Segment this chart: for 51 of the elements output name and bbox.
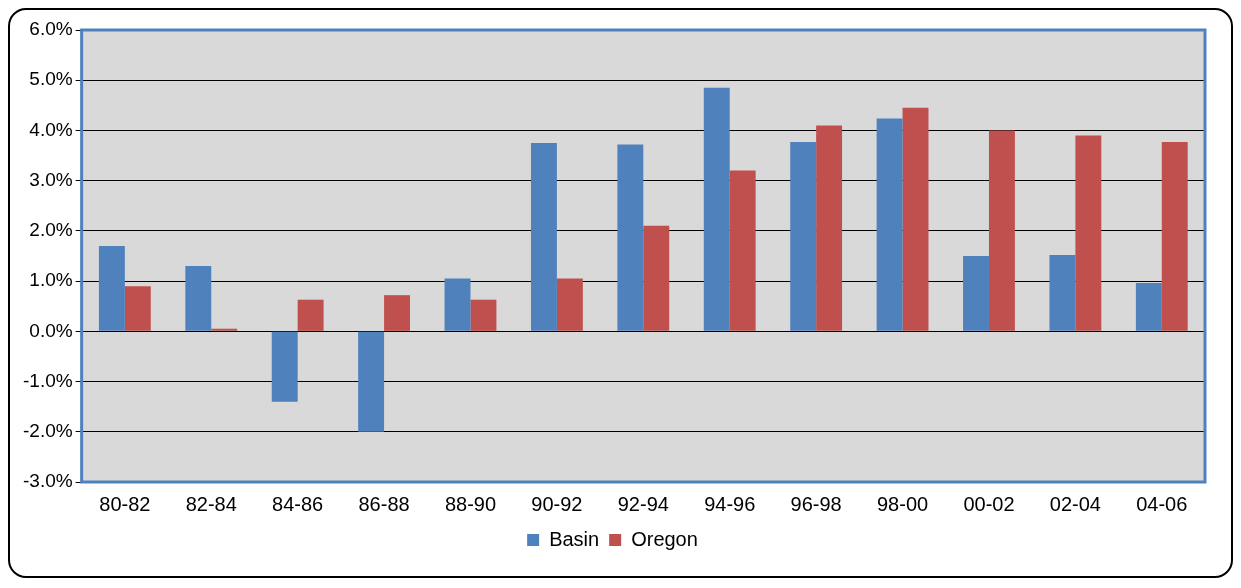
bar <box>816 125 843 331</box>
y-tick-label: -2.0% <box>22 420 73 442</box>
bar <box>902 107 929 331</box>
y-tick-label: 3.0% <box>29 168 73 190</box>
x-tick-label: 82-84 <box>185 492 237 515</box>
bar <box>1161 142 1188 331</box>
x-tick-label: 86-88 <box>358 492 410 515</box>
bar <box>530 143 557 331</box>
bar <box>1049 255 1076 331</box>
bar <box>617 144 644 331</box>
bar <box>384 295 410 331</box>
bar <box>124 286 151 331</box>
bar <box>703 87 730 331</box>
x-tick-label: 90-92 <box>531 492 583 515</box>
y-tick-label: 6.0% <box>29 18 73 40</box>
bar <box>185 266 212 331</box>
y-tick-label: -3.0% <box>22 470 73 492</box>
bar <box>98 245 125 331</box>
bar <box>556 278 583 331</box>
bar <box>297 299 324 331</box>
y-tick-label: 2.0% <box>29 219 73 241</box>
bar <box>729 170 756 331</box>
bar <box>643 225 670 331</box>
bar <box>358 331 385 432</box>
bar <box>790 142 817 331</box>
bar <box>963 256 989 331</box>
x-tick-label: 92-94 <box>617 492 669 515</box>
x-tick-label: 80-82 <box>99 492 151 515</box>
y-tick-label: 0.0% <box>29 319 73 341</box>
x-tick-label: 84-86 <box>272 492 324 515</box>
bar <box>271 331 298 402</box>
y-tick-label: 4.0% <box>29 118 73 140</box>
x-tick-label: 02-04 <box>1049 492 1101 515</box>
y-tick-label: 1.0% <box>29 269 73 291</box>
bar <box>444 278 471 331</box>
x-tick-label: 88-90 <box>444 492 497 515</box>
y-tick-label: 5.0% <box>29 68 73 90</box>
y-tick-label: -1.0% <box>22 369 73 391</box>
x-tick-label: 94-96 <box>704 492 756 515</box>
x-tick-label: 96-98 <box>790 492 842 515</box>
bar <box>876 118 903 331</box>
bar <box>211 328 238 331</box>
bar <box>470 299 497 331</box>
bar <box>1135 283 1162 331</box>
x-tick-label: 00-02 <box>963 492 1015 515</box>
x-tick-label: 98-00 <box>876 492 929 515</box>
legend-label: Oregon <box>631 527 698 550</box>
x-tick-label: 04-06 <box>1136 492 1188 515</box>
legend-label: Basin <box>549 527 600 550</box>
bar <box>988 130 1015 331</box>
bar <box>1075 135 1102 331</box>
